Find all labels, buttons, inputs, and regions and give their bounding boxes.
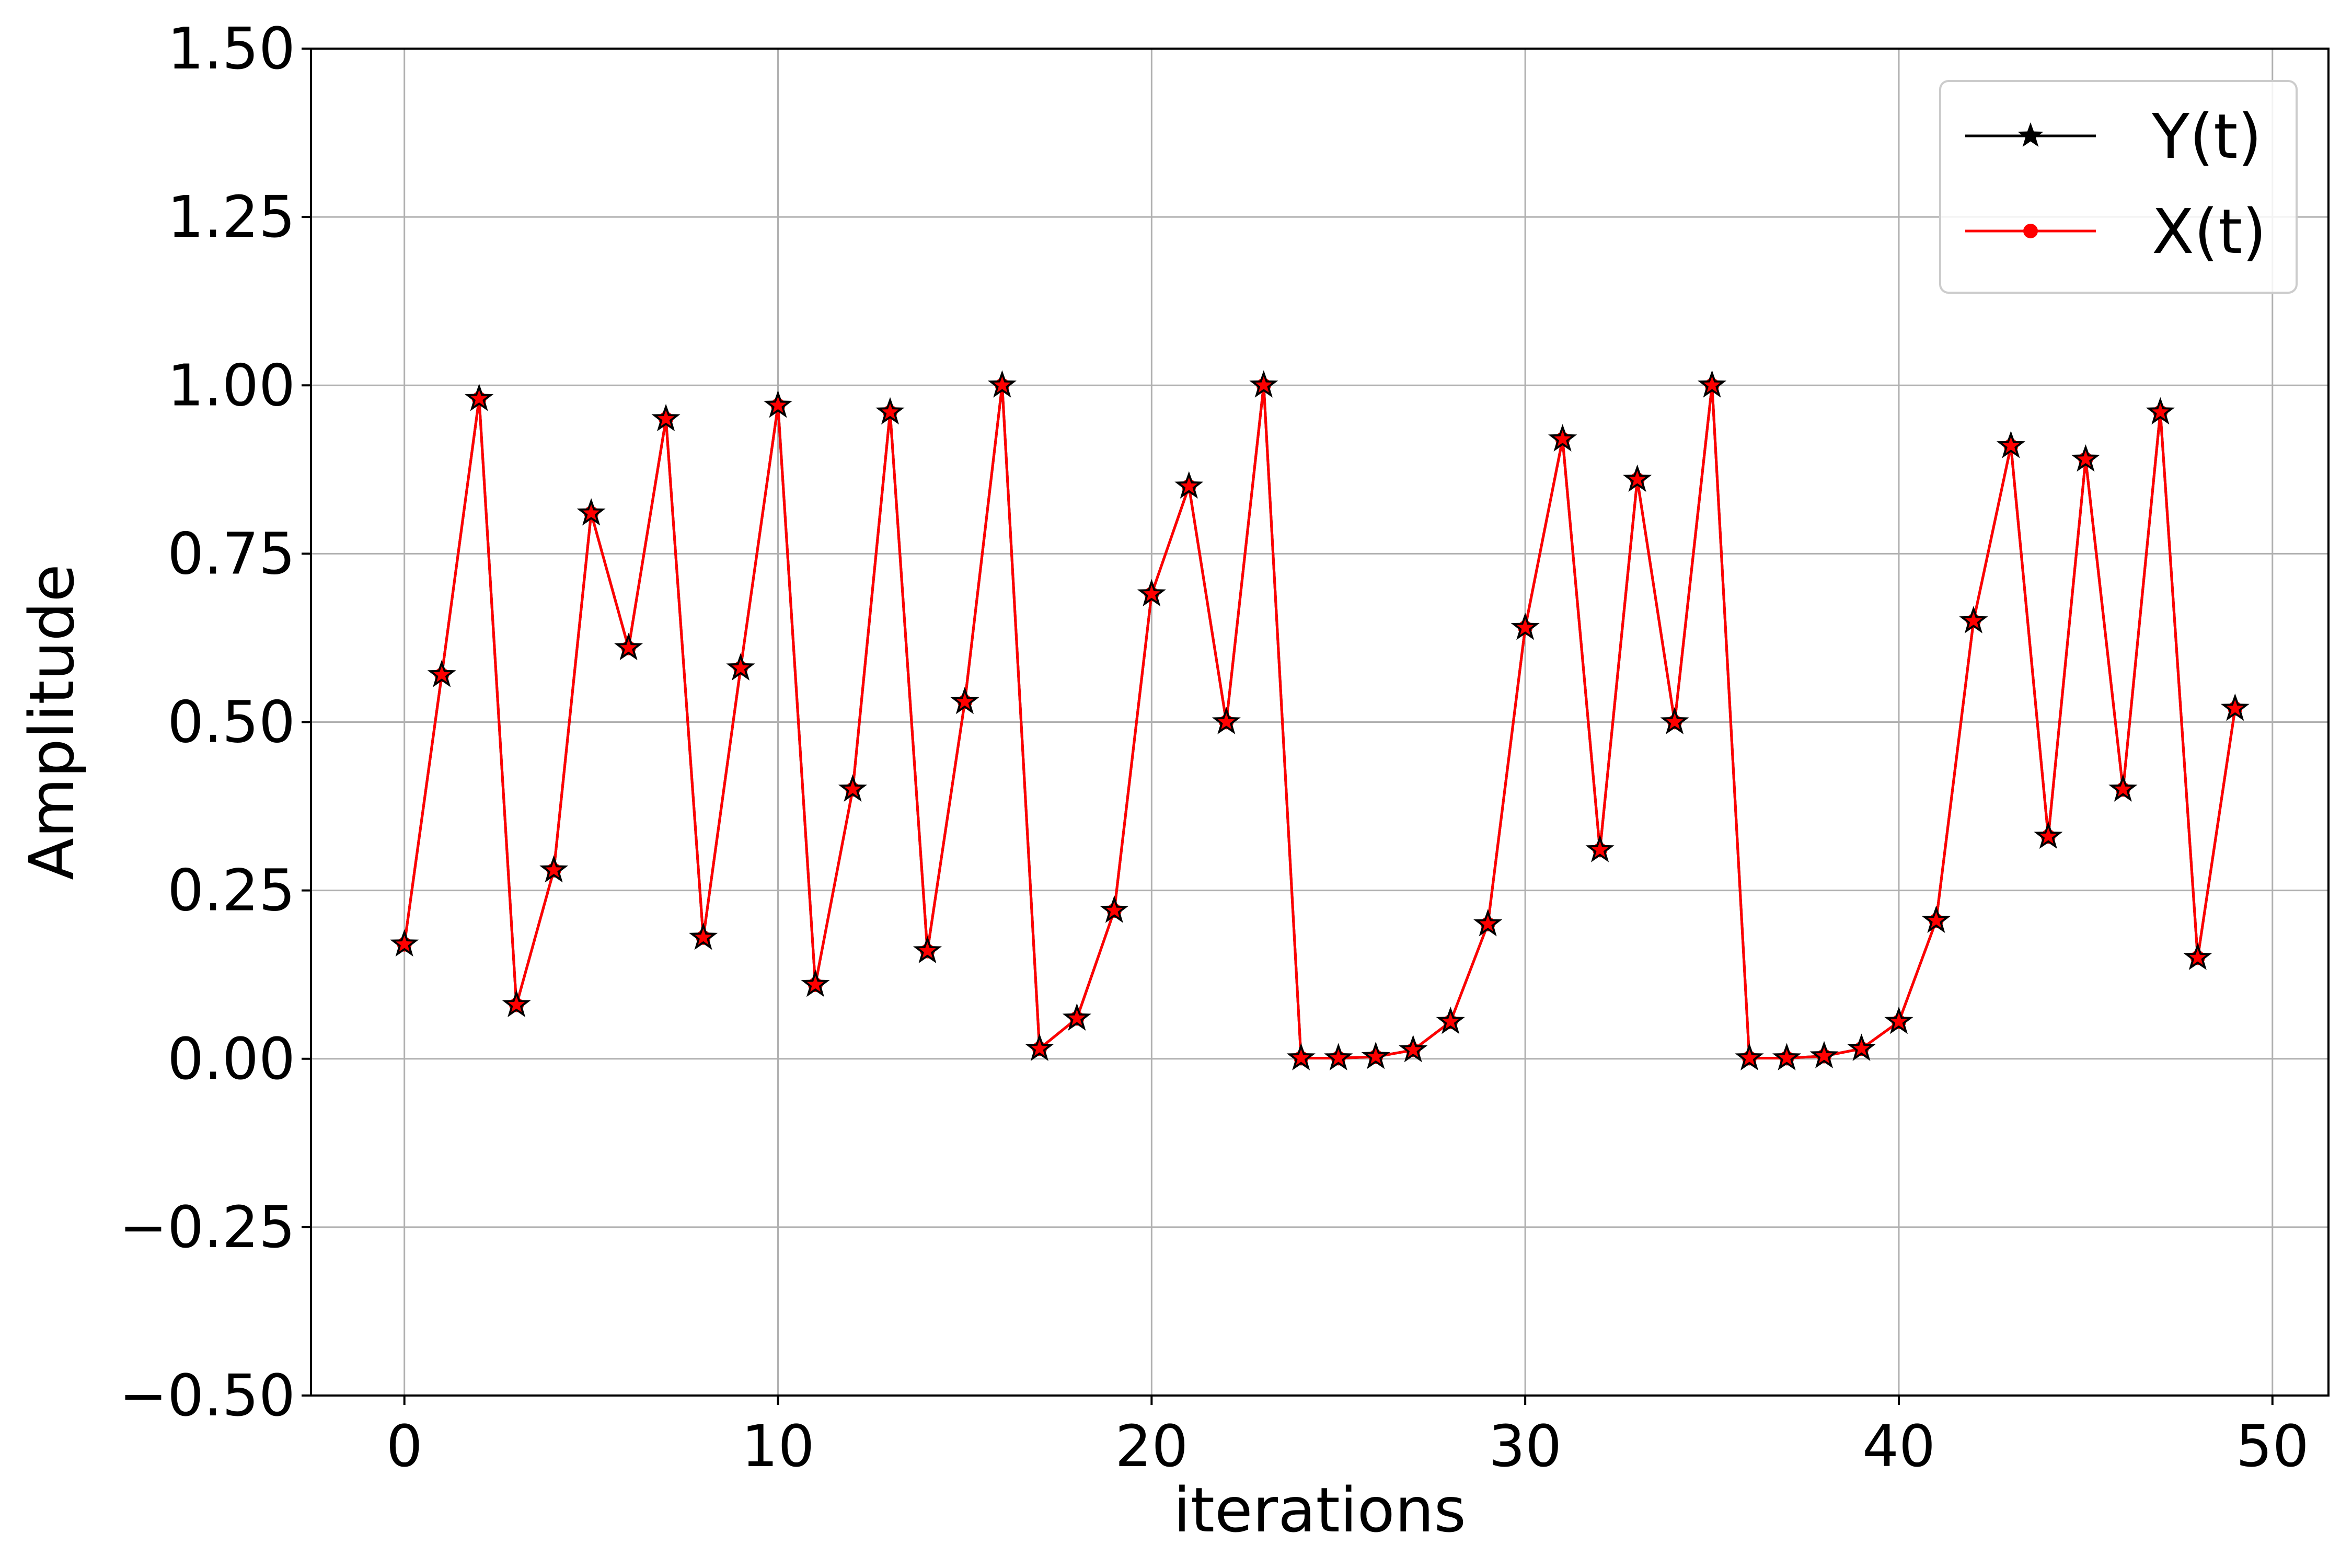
x-tick-label: 30 (1489, 1413, 1562, 1480)
y-point-fill (1591, 841, 1609, 858)
y-point-fill (1928, 912, 1945, 928)
y-point-fill (1778, 1049, 1795, 1066)
y-point-fill (919, 942, 936, 959)
y-point-fill (1293, 1049, 1310, 1066)
x-tick-label: 40 (1862, 1413, 1935, 1480)
y-point-fill (806, 976, 824, 992)
y-tick-label: 0.75 (167, 520, 295, 587)
y-point-fill (1068, 1009, 1086, 1026)
y-point-fill (1815, 1047, 1833, 1064)
y-axis-label: Amplitude (16, 564, 88, 880)
x-tick-label: 0 (386, 1413, 423, 1480)
y-point-fill (2152, 403, 2169, 420)
x-axis-label: iterations (1173, 1474, 1466, 1546)
series-layer (390, 370, 2250, 1070)
y-point-fill (2002, 437, 2020, 453)
y-tick-label: 0.00 (167, 1025, 295, 1092)
y-point-fill (433, 666, 451, 683)
y-point-fill (1703, 376, 1721, 393)
legend-label: Y(t) (2151, 100, 2262, 172)
y-point-fill (1330, 1049, 1347, 1066)
x-tick-label: 50 (2236, 1413, 2309, 1480)
y-tick-label: 1.25 (167, 183, 295, 250)
y-tick-label: 0.25 (167, 857, 295, 924)
y-point-fill (1367, 1047, 1385, 1064)
y-point-fill (1442, 1012, 1459, 1029)
y-point-fill (470, 390, 488, 406)
y-point-fill (1965, 612, 1982, 628)
y-point-fill (1255, 376, 1272, 393)
y-point-fill (769, 396, 787, 413)
y-tick-label: −0.25 (119, 1194, 295, 1261)
y-point-fill (1554, 430, 1571, 447)
y-point-fill (2077, 451, 2094, 467)
y-tick-label: −0.50 (119, 1362, 295, 1429)
y-point-fill (1180, 477, 1197, 494)
y-point-fill (1740, 1049, 1758, 1066)
series-line-x (403, 384, 2236, 1059)
y-point-fill (2189, 949, 2206, 965)
y-point-fill (1105, 902, 1123, 918)
y-point-fill (1479, 915, 1496, 931)
y-point-fill (620, 639, 637, 655)
y-point-fill (582, 504, 600, 521)
y-point-fill (1666, 713, 1684, 730)
y-point-fill (844, 780, 861, 797)
legend-label: X(t) (2152, 195, 2266, 268)
y-tick-label: 0.50 (167, 689, 295, 756)
legend-circle-marker (2023, 224, 2038, 238)
y-point-fill (2114, 780, 2131, 797)
x-tick-label: 20 (1115, 1413, 1188, 1480)
legend: Y(t) X(t) (1939, 80, 2298, 294)
y-point-fill (1143, 585, 1160, 602)
y-point-fill (994, 376, 1011, 393)
y-point-fill (881, 403, 899, 420)
axis-ticks: 0 10 20 30 40 50 −0.50 −0.25 0.00 0.25 0.50 0.75 1.0… (119, 15, 2309, 1480)
y-point-fill (1517, 619, 1534, 635)
y-point-fill (956, 693, 974, 709)
y-point-fill (732, 659, 750, 676)
legend-star-marker (2017, 122, 2044, 147)
y-point-fill (1031, 1040, 1048, 1056)
y-point-fill (1218, 713, 1235, 730)
x-tick-label: 10 (742, 1413, 815, 1480)
y-point-fill (2039, 827, 2057, 844)
y-tick-label: 1.00 (167, 352, 295, 419)
y-point-fill (545, 861, 562, 878)
y-point-fill (396, 935, 413, 952)
y-point-fill (1890, 1012, 1908, 1029)
y-point-fill (2227, 699, 2244, 716)
y-tick-label: 1.50 (167, 15, 295, 82)
y-point-fill (657, 410, 675, 426)
y-point-fill (695, 928, 712, 945)
y-point-fill (1404, 1041, 1422, 1057)
y-point-fill (508, 996, 525, 1012)
y-point-fill (1629, 470, 1646, 487)
y-point-fill (1853, 1040, 1870, 1056)
